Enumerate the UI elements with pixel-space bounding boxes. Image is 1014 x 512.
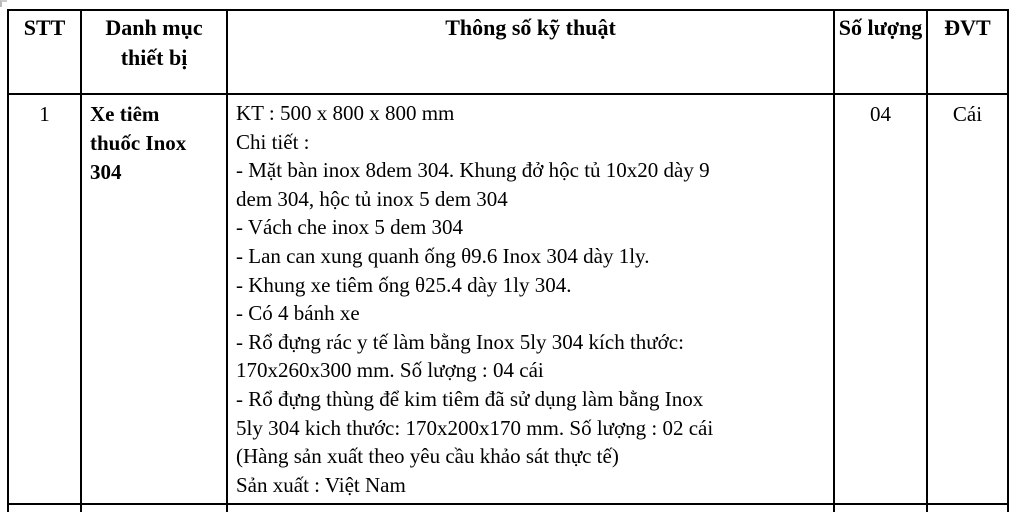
row-unit: Cái xyxy=(926,93,1009,505)
row-specs xyxy=(226,503,835,512)
row-stt xyxy=(7,503,82,512)
spec-lines: KT : 500 x 800 x 800 mm Chi tiết : - Mặt b… xyxy=(236,99,829,499)
row-category xyxy=(80,503,228,512)
header-unit: ĐVT xyxy=(926,9,1009,95)
row-quantity xyxy=(833,503,928,512)
spec-line: - Rổ đựng thùng để kim tiêm đã sử dụng l… xyxy=(236,386,704,411)
spec-line: 170x260x300 mm. Số lượng : 04 cái xyxy=(236,358,544,383)
spec-line: - Khung xe tiêm ống θ25.4 dày 1ly 304. xyxy=(236,272,572,297)
scan-corner-artifact xyxy=(0,0,7,7)
spec-line: Chi tiết : xyxy=(236,129,310,154)
spec-line: - Có 4 bánh xe xyxy=(236,301,360,326)
category-text: Xe tiêm thuốc Inox 304 xyxy=(90,102,187,184)
spec-line: 5ly 304 kich thước: 170x200x170 mm. Số l… xyxy=(236,415,714,440)
table-row-partial xyxy=(7,503,1009,512)
header-specs: Thông số kỹ thuật xyxy=(226,9,835,95)
header-quantity: Số lượng xyxy=(833,9,928,95)
table-header-row: STT Danh mục thiết bị Thông số kỹ thuật … xyxy=(7,9,1009,95)
row-unit xyxy=(926,503,1009,512)
spec-line: dem 304, hộc tủ inox 5 dem 304 xyxy=(236,186,508,211)
spec-line: - Mặt bàn inox 8dem 304. Khung đở hộc tủ… xyxy=(236,158,710,183)
equipment-spec-table: STT Danh mục thiết bị Thông số kỹ thuật … xyxy=(7,9,1009,512)
spec-line: (Hàng sản xuất theo yêu cầu khảo sát thự… xyxy=(236,444,619,469)
spec-line: - Lan can xung quanh ống θ9.6 Inox 304 d… xyxy=(236,243,650,268)
spec-line: - Rổ đựng rác y tế làm bằng Inox 5ly 304… xyxy=(236,329,684,354)
spec-line: KT : 500 x 800 x 800 mm xyxy=(236,101,455,125)
spec-line: - Vách che inox 5 dem 304 xyxy=(236,215,464,240)
row-quantity: 04 xyxy=(833,93,928,505)
header-stt: STT xyxy=(7,9,82,95)
header-category: Danh mục thiết bị xyxy=(80,9,228,95)
row-specs: KT : 500 x 800 x 800 mm Chi tiết : - Mặt b… xyxy=(226,93,835,505)
spec-line: Sản xuất : Việt Nam xyxy=(236,472,406,497)
row-category: Xe tiêm thuốc Inox 304 xyxy=(80,93,228,505)
table-row: 1 Xe tiêm thuốc Inox 304 KT : 500 x 800 … xyxy=(7,93,1009,505)
row-stt: 1 xyxy=(7,93,82,505)
